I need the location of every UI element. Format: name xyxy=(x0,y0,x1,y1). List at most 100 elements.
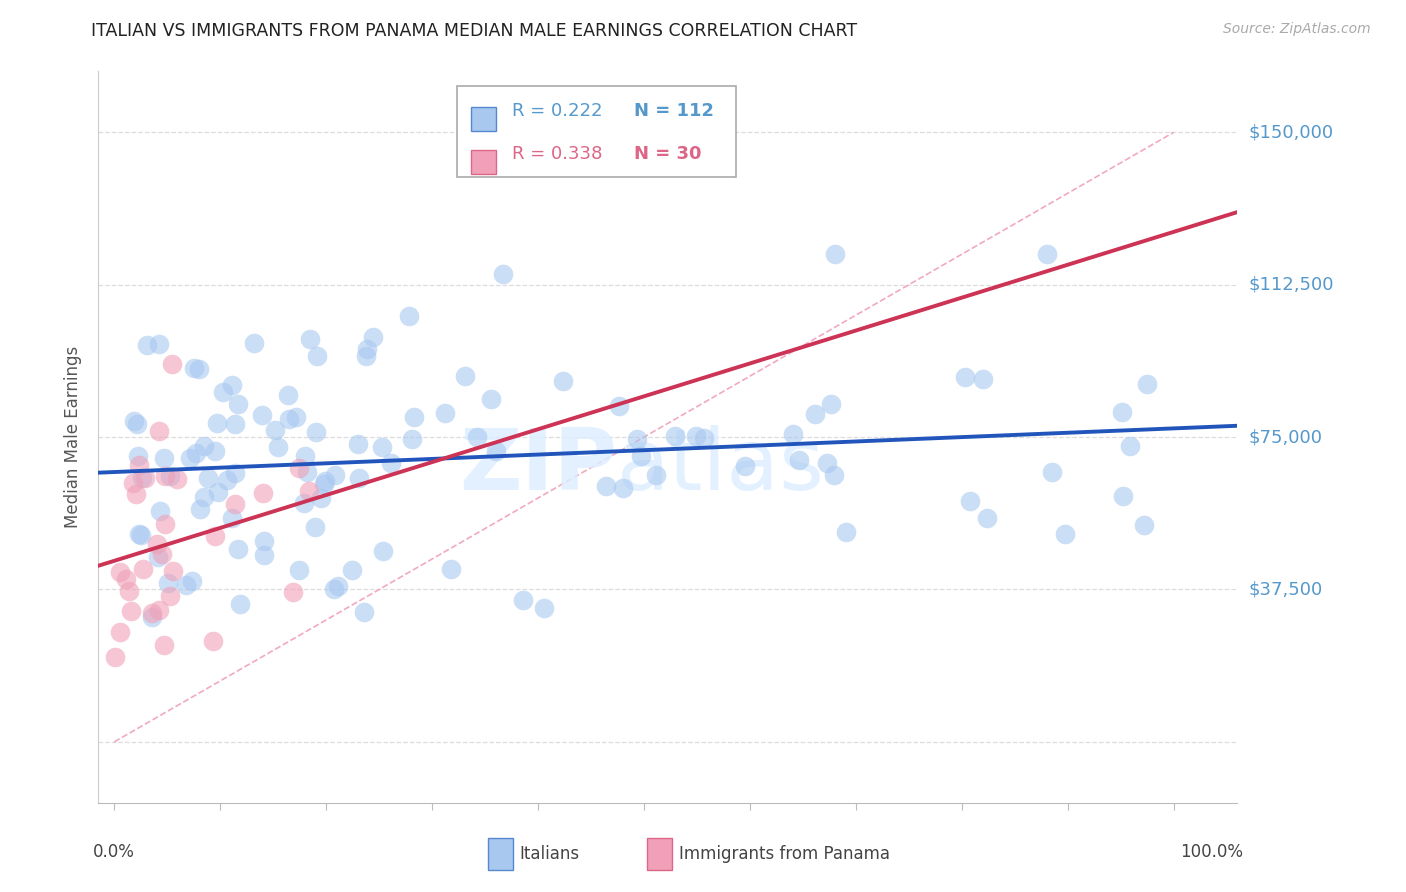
Point xyxy=(1053,526,1076,541)
Point xyxy=(277,388,299,402)
Point xyxy=(287,460,309,475)
Point xyxy=(371,440,394,454)
Point xyxy=(263,423,285,437)
FancyBboxPatch shape xyxy=(647,838,672,870)
Point xyxy=(148,336,170,351)
Text: Immigrants from Panama: Immigrants from Panama xyxy=(679,845,890,863)
Point xyxy=(492,268,515,282)
Point xyxy=(287,564,309,578)
Point xyxy=(398,309,420,323)
Point xyxy=(224,497,246,511)
Text: $150,000: $150,000 xyxy=(1249,123,1333,141)
Point xyxy=(146,549,169,564)
Text: ITALIAN VS IMMIGRANTS FROM PANAMA MEDIAN MALE EARNINGS CORRELATION CHART: ITALIAN VS IMMIGRANTS FROM PANAMA MEDIAN… xyxy=(91,22,858,40)
Point xyxy=(612,481,634,495)
Point xyxy=(179,451,201,466)
Text: R = 0.222: R = 0.222 xyxy=(512,102,602,120)
Text: 0.0%: 0.0% xyxy=(93,843,135,861)
Point xyxy=(294,449,316,463)
Point xyxy=(162,564,184,578)
Point xyxy=(664,429,686,443)
Point xyxy=(159,468,181,483)
Point xyxy=(252,409,274,423)
Point xyxy=(156,576,179,591)
Point xyxy=(152,548,174,562)
Point xyxy=(454,368,477,383)
Point xyxy=(1112,489,1135,503)
Point xyxy=(148,424,170,438)
Point xyxy=(299,332,322,346)
Text: Italians: Italians xyxy=(520,845,579,863)
Point xyxy=(122,415,145,429)
Point xyxy=(485,443,508,458)
Point xyxy=(645,467,668,482)
Point xyxy=(207,485,229,500)
FancyBboxPatch shape xyxy=(488,838,513,870)
Point xyxy=(149,504,172,518)
Point xyxy=(252,548,274,562)
Point xyxy=(533,600,555,615)
Point xyxy=(122,476,145,491)
Point xyxy=(1136,376,1159,391)
Point xyxy=(824,247,846,261)
Point xyxy=(108,625,131,640)
Point xyxy=(281,585,304,599)
Point xyxy=(959,494,981,508)
Point xyxy=(141,610,163,624)
Point xyxy=(685,429,707,443)
Point xyxy=(312,477,335,491)
Text: Source: ZipAtlas.com: Source: ZipAtlas.com xyxy=(1223,22,1371,37)
Text: $112,500: $112,500 xyxy=(1249,276,1334,293)
Point xyxy=(512,592,534,607)
Point xyxy=(166,472,188,486)
Point xyxy=(174,578,197,592)
Point xyxy=(433,406,456,420)
Point xyxy=(323,467,346,482)
Point xyxy=(782,427,804,442)
Point xyxy=(305,349,328,363)
Point xyxy=(180,574,202,589)
Point xyxy=(693,431,716,445)
Point xyxy=(626,432,648,446)
Point xyxy=(120,604,142,618)
Point xyxy=(356,342,378,356)
Text: $37,500: $37,500 xyxy=(1249,581,1323,599)
Point xyxy=(201,633,224,648)
Point xyxy=(292,496,315,510)
Point xyxy=(128,458,150,472)
Point xyxy=(188,361,211,376)
Point xyxy=(127,449,149,463)
Point xyxy=(204,529,226,543)
Point xyxy=(193,490,215,504)
Point xyxy=(186,446,208,460)
Point xyxy=(305,425,328,440)
Point xyxy=(226,541,249,556)
Point xyxy=(224,466,246,480)
Point xyxy=(204,443,226,458)
Point xyxy=(1133,518,1156,533)
Point xyxy=(402,409,425,424)
Point xyxy=(215,473,238,487)
Point xyxy=(354,349,377,363)
Text: $75,000: $75,000 xyxy=(1249,428,1323,446)
Point xyxy=(440,562,463,576)
Point xyxy=(820,397,842,411)
Point xyxy=(212,384,235,399)
Text: ZIP: ZIP xyxy=(458,425,617,508)
Point xyxy=(298,484,321,499)
Point xyxy=(160,357,183,371)
Point xyxy=(823,468,845,483)
Point xyxy=(595,479,617,493)
Point xyxy=(347,471,370,485)
Point xyxy=(314,474,336,488)
Point xyxy=(224,417,246,431)
Point xyxy=(183,361,205,376)
Point xyxy=(363,330,385,344)
FancyBboxPatch shape xyxy=(471,107,496,131)
Point xyxy=(146,537,169,551)
Point xyxy=(127,417,149,431)
Point xyxy=(242,335,264,350)
Point xyxy=(815,456,838,470)
Point xyxy=(253,534,276,549)
Point xyxy=(104,649,127,664)
